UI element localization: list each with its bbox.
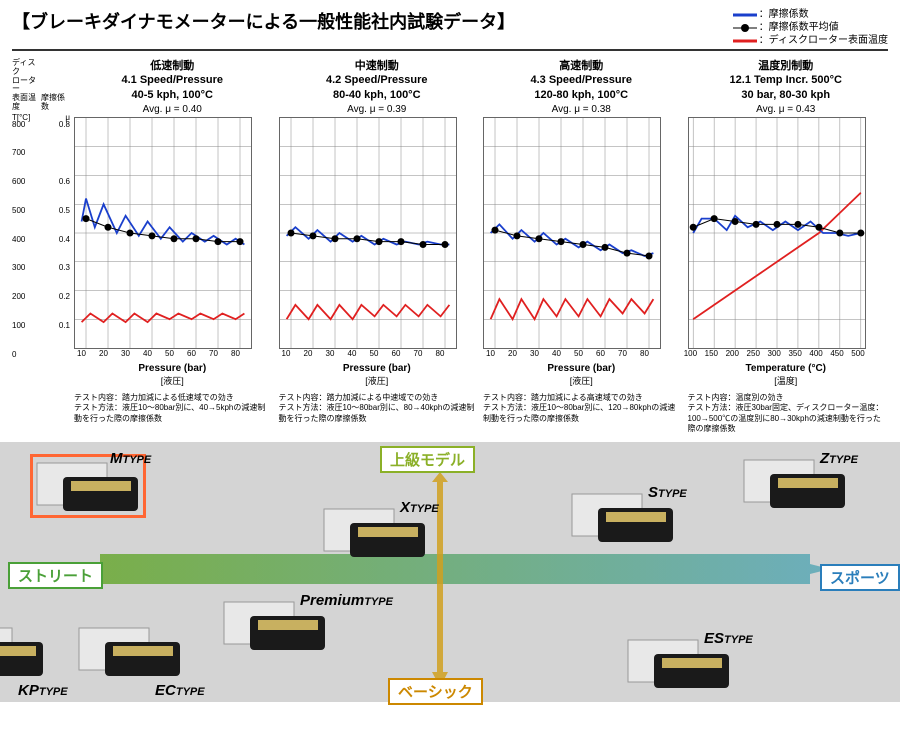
chart-0: 低速制動4.1 Speed/Pressure40-5 kph, 100°C Av… [70,59,275,434]
type-label-z: ZTYPE [820,450,858,467]
type-label-premium: PremiumTYPE [300,592,393,609]
page-title: 【ブレーキダイナモメーターによる一般性能社内試験データ】 [12,8,515,34]
type-label-es: ESTYPE [704,630,753,647]
legend-block: ：摩擦係数 ：摩擦係数平均値 ：ディスクローター表面温度 [731,8,888,47]
type-label-s: STYPE [648,484,687,501]
chart-3: 温度別制動12.1 Temp Incr. 500°C30 bar, 80-30 … [684,59,889,434]
chart-2: 高速制動4.3 Speed/Pressure120-80 kph, 100°C … [479,59,684,434]
axis-label: ストリート [8,562,103,589]
axis-label: 上級モデル [380,446,475,473]
axis-label: スポーツ [820,564,900,591]
product-map: 上級モデルベーシック ストリート スポーツ MTYPE XTYPE STYPE [0,442,900,702]
pad-ec [75,622,185,680]
chart-1: 中速制動4.2 Speed/Pressure80-40 kph, 100°C A… [275,59,480,434]
type-label-x: XTYPE [400,499,439,516]
type-label-m: MTYPE [110,450,151,467]
y-axis-labels: ディスクローター表面温度摩擦係数T[°C]μ8000.87006000.6500… [12,59,70,434]
axis-label: ベーシック [388,678,483,705]
pad-kp [0,622,48,680]
type-label-ec: ECTYPE [155,682,205,699]
type-label-kp: KPTYPE [18,682,68,699]
